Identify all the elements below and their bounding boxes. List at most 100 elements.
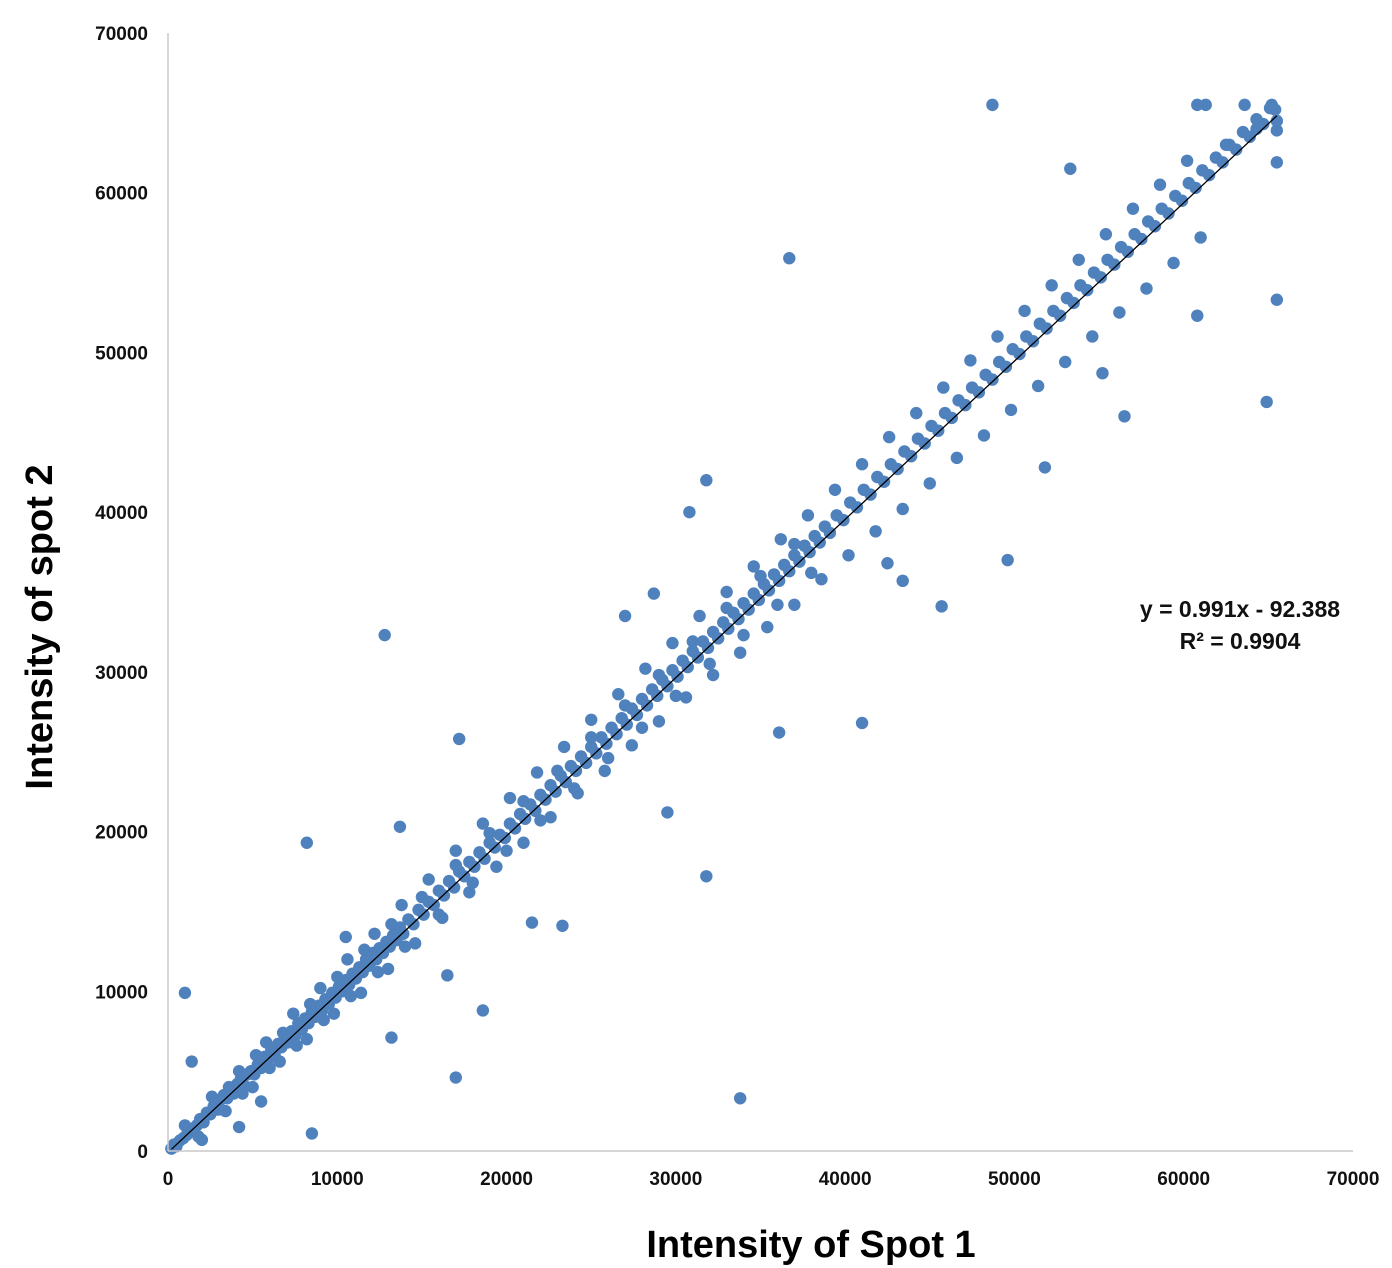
data-point: [1064, 162, 1077, 175]
data-point: [483, 826, 496, 840]
data-point: [1199, 98, 1212, 112]
data-point: [327, 1007, 341, 1020]
data-point: [557, 740, 571, 754]
data-point: [1038, 461, 1052, 474]
data-point: [1219, 138, 1233, 151]
data-point: [1238, 98, 1251, 112]
data-point: [703, 657, 716, 671]
data-point: [1096, 366, 1109, 380]
data-point: [1081, 283, 1094, 297]
x-tick-label: 0: [163, 1169, 174, 1190]
data-point: [959, 398, 972, 412]
data-point: [579, 756, 593, 770]
data-point: [964, 354, 977, 367]
trendline-equation: y = 0.991x - 92.388: [1140, 596, 1340, 622]
data-point: [1216, 156, 1229, 169]
data-point: [503, 791, 517, 805]
y-tick-label: 40000: [95, 503, 148, 524]
data-point: [805, 566, 818, 580]
data-point: [635, 721, 649, 734]
data-point: [1180, 154, 1194, 167]
data-point: [529, 804, 542, 818]
data-point: [1270, 124, 1284, 137]
data-point: [842, 549, 855, 562]
data-point: [1153, 178, 1167, 191]
data-point: [1004, 403, 1018, 417]
data-point: [1118, 410, 1131, 423]
data-point: [1013, 347, 1026, 361]
data-point: [422, 873, 435, 886]
data-point: [300, 836, 314, 849]
data-point: [236, 1087, 249, 1100]
data-point: [517, 795, 530, 808]
data-point: [972, 386, 986, 399]
data-point: [556, 919, 569, 933]
data-point: [290, 1039, 303, 1052]
data-point: [869, 525, 882, 538]
data-point: [417, 908, 430, 921]
data-point: [393, 820, 407, 833]
data-point: [212, 1103, 225, 1116]
data-point: [232, 1120, 246, 1134]
data-point: [1001, 553, 1014, 567]
data-point: [700, 870, 713, 883]
data-point: [610, 727, 623, 741]
data-point: [397, 927, 410, 940]
data-point: [935, 600, 948, 613]
data-point: [449, 844, 462, 857]
data-point: [449, 1071, 462, 1084]
data-point: [1194, 231, 1207, 244]
data-point: [666, 636, 679, 650]
data-point: [559, 775, 573, 789]
data-point: [639, 662, 652, 675]
data-point: [737, 628, 750, 642]
data-point: [1229, 143, 1243, 156]
data-point: [534, 814, 547, 827]
data-point: [304, 997, 317, 1011]
data-point: [1140, 282, 1153, 295]
data-point: [339, 930, 352, 944]
data-point: [747, 560, 760, 573]
data-point: [395, 898, 408, 912]
data-point: [478, 852, 491, 865]
data-point: [314, 981, 327, 995]
data-point: [1113, 306, 1126, 319]
data-point: [222, 1080, 236, 1094]
data-point: [276, 1026, 290, 1040]
data-point: [652, 668, 666, 682]
data-point: [1031, 379, 1045, 393]
data-point: [733, 1092, 747, 1105]
data-point: [1260, 395, 1273, 409]
data-point: [1202, 168, 1216, 182]
data-point: [432, 908, 446, 921]
data-point: [937, 381, 950, 394]
data-point: [466, 876, 479, 889]
y-tick-label: 30000: [95, 663, 148, 684]
data-point: [754, 569, 767, 583]
y-tick-label: 70000: [95, 24, 148, 45]
data-point: [1108, 258, 1121, 271]
data-point: [331, 970, 344, 984]
data-point: [1026, 335, 1040, 348]
data-point: [517, 836, 530, 849]
data-point: [700, 474, 713, 487]
data-point: [772, 726, 786, 739]
data-point: [551, 764, 564, 778]
data-point: [1191, 309, 1204, 322]
data-point: [1250, 122, 1263, 136]
data-point: [945, 411, 958, 425]
y-axis-ticks: 0 10000 20000 30000 40000 50000 60000 70000: [95, 24, 148, 1163]
data-point: [788, 537, 801, 551]
data-point: [720, 585, 733, 599]
data-point: [828, 483, 842, 496]
data-point: [1094, 271, 1107, 284]
data-point: [706, 668, 720, 682]
data-point: [950, 451, 964, 465]
data-point: [232, 1064, 246, 1078]
data-point: [1162, 207, 1175, 220]
data-point: [585, 731, 598, 744]
data-point: [590, 747, 603, 760]
x-tick-label: 50000: [988, 1169, 1041, 1190]
data-point: [1167, 256, 1180, 270]
